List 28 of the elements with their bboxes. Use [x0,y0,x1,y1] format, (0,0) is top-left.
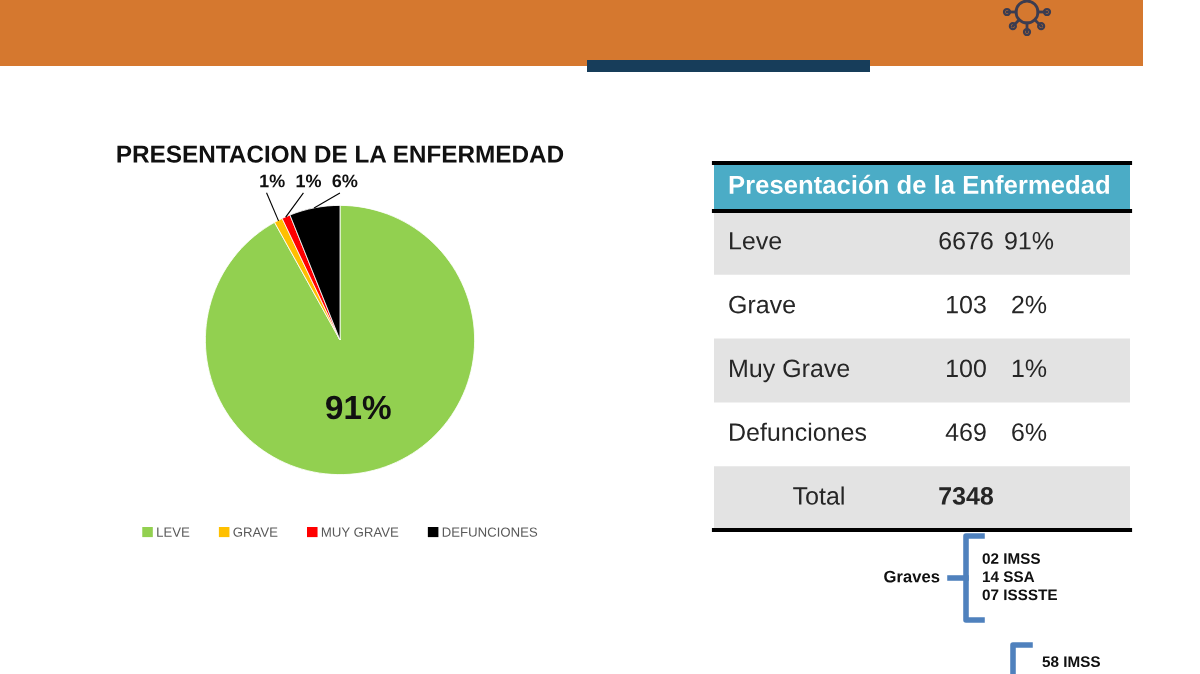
data-label: 6% [1012,423,1047,442]
data-label: 91% [326,395,391,420]
legend-label: LEVE [157,527,190,537]
data-label: 1% [1012,359,1047,378]
category-label: Muy Grave [730,359,850,383]
legend-label: DEFUNCIONES [442,527,538,537]
data-label: 7348 [939,487,994,505]
data-label: 6% [332,174,358,188]
category-label: Total [793,486,844,505]
data-label: 100 [947,359,986,378]
legend-label: GRAVE [233,527,278,537]
data-label: 103 [947,295,986,314]
text: 58 IMSS [1042,656,1100,668]
category-label: Defunciones [730,422,867,442]
legend-label: MUY GRAVE [321,527,399,537]
chart-title: PRESENTACION DE LA ENFERMEDAD [117,145,564,163]
data-label: 1% [260,174,285,188]
category-label: Grave [729,295,795,314]
text: Presentación de la Enfermedad [729,174,1109,194]
text: Graves [884,570,940,583]
text: 02 IMSS 14 SSA 07 ISSSTE [982,553,1057,601]
data-label: 2% [1012,295,1047,314]
category-label: Leve [730,232,782,250]
data-label: 6676 [939,231,993,250]
data-label: 91% [1005,231,1054,250]
data-label: 469 [945,423,986,442]
pie-slice [204,204,476,476]
data-label: 1% [296,174,322,188]
